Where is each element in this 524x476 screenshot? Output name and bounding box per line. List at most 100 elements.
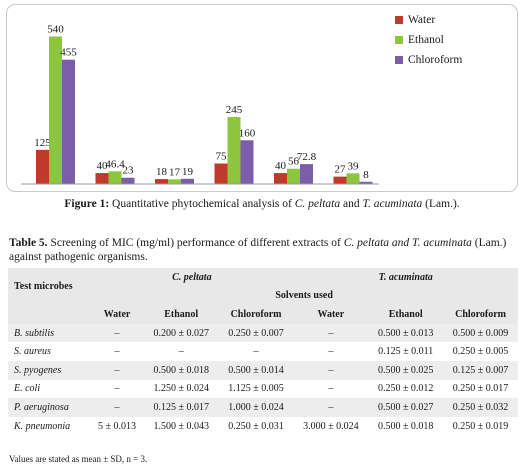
bar-water-2 (95, 173, 109, 184)
table-cell: – (178, 346, 184, 358)
data-label-ethanol-2: 46.4 (105, 158, 125, 170)
bar-water-5 (274, 173, 287, 184)
table-cell: 5 ± 0.013 (98, 420, 137, 432)
figure-label: Figure 1: (64, 198, 110, 210)
data-label-water-3: 18 (156, 166, 168, 178)
table-cell: 1.250 ± 0.024 (153, 383, 209, 395)
data-label-water-1: 125 (34, 137, 51, 149)
col-header: Ethanol (368, 305, 444, 324)
figure-caption: Figure 1: Quantitative phytochemical ana… (0, 198, 524, 210)
solvents-used-header: Solvents used (90, 286, 518, 306)
data-label-chloroform-4: 160 (239, 127, 256, 139)
table-cell: – (114, 346, 120, 358)
figure-caption-species-a: C. peltata (294, 198, 341, 210)
data-label-chloroform-6: 8 (363, 169, 369, 181)
organism-name: K. pneumonia (14, 420, 71, 432)
legend-label-ethanol: Ethanol (408, 34, 444, 46)
table-cell: – (253, 346, 259, 358)
table-cell: – (90, 398, 144, 417)
data-label-ethanol-6: 39 (348, 160, 360, 172)
data-label-ethanol-5: 56 (288, 156, 300, 168)
figure-caption-species-b: T. acuminata (362, 198, 423, 210)
table-cell: 0.250 ± 0.007 (218, 323, 294, 343)
bar-water-6 (333, 176, 347, 184)
table-cell: – (328, 383, 334, 395)
bar-ethanol-2 (108, 171, 122, 184)
bar-chloroform-5 (300, 164, 313, 184)
data-label-water-6: 27 (335, 164, 347, 176)
table-cell: 0.250 ± 0.012 (377, 383, 434, 395)
table-cell: 0.250 ± 0.019 (452, 420, 509, 432)
legend-swatch-water (395, 16, 403, 24)
bar-water-3 (155, 179, 168, 184)
figure-caption-text-c: (Lam.). (422, 198, 460, 210)
legend-label-chloroform: Chloroform (408, 54, 463, 66)
bar-chloroform-2 (121, 177, 135, 184)
table-row: S. pyogenes – 0.500 ± 0.018 0.500 ± 0.01… (8, 360, 518, 380)
table-cell: – (90, 323, 144, 343)
table-row: K. pneumonia 5 ± 0.013 1.500 ± 0.043 0.2… (8, 417, 518, 436)
table-cell: – (293, 323, 369, 343)
data-label-chloroform-5: 72.8 (297, 151, 317, 163)
bar-chloroform-1 (62, 59, 75, 184)
bar-ethanol-3 (168, 179, 181, 184)
table-cell: 0.500 ± 0.027 (368, 398, 444, 417)
bar-ethanol-6 (346, 173, 360, 184)
bar-chloroform-3 (181, 178, 194, 184)
bar-ethanol-5 (287, 168, 300, 184)
table-row: B. subtilis – 0.200 ± 0.027 0.250 ± 0.00… (8, 323, 518, 343)
chart-panel: 125 540 455 40 46.4 23 18 17 19 75 245 160 40 56 72.8 2… (6, 4, 518, 192)
table-cell: 0.500 ± 0.013 (368, 323, 444, 343)
table-caption-species: C. peltata and T. acuminata (343, 237, 472, 249)
table-caption-text-b: (Lam.) against pathogenic organisms. (9, 237, 507, 263)
table-cell: 1.500 ± 0.043 (153, 420, 209, 432)
col-header: Ethanol (143, 305, 219, 324)
table-cell: 0.500 ± 0.009 (443, 323, 518, 343)
figure-caption-text-b: and (340, 198, 363, 210)
table-row: P. aeruginosa – 0.125 ± 0.017 1.000 ± 0.… (8, 398, 518, 417)
data-label-ethanol-1: 540 (47, 23, 64, 35)
mic-table: Test microbes C. peltata T. acuminata So… (8, 268, 518, 435)
organism-name: S. pyogenes (8, 360, 91, 380)
data-label-water-2: 40 (97, 160, 109, 172)
table-cell: 3.000 ± 0.024 (303, 420, 359, 432)
table-cell: 0.125 ± 0.007 (443, 360, 518, 380)
organism-name: E. coli (14, 383, 41, 395)
legend-swatch-ethanol (395, 36, 403, 44)
table-cell: 0.250 ± 0.005 (452, 346, 509, 358)
organism-name: P. aeruginosa (8, 398, 91, 417)
blank-header (8, 305, 91, 324)
table-cell: – (90, 360, 144, 380)
test-microbes-header: Test microbes (8, 268, 91, 306)
table-cell: 0.250 ± 0.032 (443, 398, 518, 417)
data-label-chloroform-1: 455 (60, 47, 77, 59)
bar-chloroform-4 (240, 140, 254, 184)
table-cell: 0.500 ± 0.014 (218, 360, 294, 380)
table-cell: 0.200 ± 0.027 (143, 323, 219, 343)
table-row: S. aureus – – – – 0.125 ± 0.011 0.250 ± … (8, 342, 518, 361)
table-caption: Table 5. Screening of MIC (mg/ml) perfor… (9, 236, 515, 264)
plant-1-header: C. peltata (90, 268, 294, 287)
table-cell: – (114, 383, 120, 395)
table-row: E. coli – 1.250 ± 0.024 1.125 ± 0.005 – … (8, 380, 518, 399)
table-cell: – (328, 346, 334, 358)
table-cell: 0.500 ± 0.018 (143, 360, 219, 380)
bar-chloroform-6 (359, 181, 373, 184)
col-header: Water (293, 305, 369, 324)
data-label-chloroform-3: 19 (182, 166, 194, 178)
legend-swatch-chloroform (395, 56, 403, 64)
data-label-ethanol-4: 245 (226, 104, 243, 116)
table-cell: 0.250 ± 0.017 (452, 383, 509, 395)
table-cell: – (293, 360, 369, 380)
legend-label-water: Water (408, 14, 436, 26)
table-cell: 1.000 ± 0.024 (218, 398, 294, 417)
figure-caption-text-a: Quantitative phytochemical analysis of (109, 198, 295, 210)
bar-water-1 (36, 149, 49, 184)
bar-ethanol-1 (49, 36, 62, 185)
col-header: Water (90, 305, 144, 324)
data-label-water-4: 75 (216, 151, 228, 163)
table-cell: 0.125 ± 0.011 (378, 346, 434, 358)
organism-name: B. subtilis (8, 323, 91, 343)
